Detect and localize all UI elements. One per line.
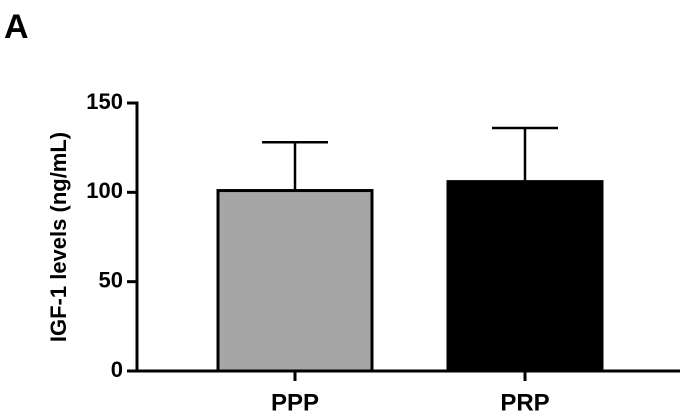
bar bbox=[446, 180, 604, 373]
x-tick-label: PRP bbox=[500, 389, 549, 416]
y-tick-label: 0 bbox=[111, 357, 123, 382]
bar bbox=[216, 189, 374, 373]
x-tick-label: PPP bbox=[271, 389, 319, 416]
y-axis-label: IGF-1 levels (ng/mL) bbox=[46, 132, 71, 342]
y-tick-label: 100 bbox=[86, 178, 123, 203]
y-tick-label: 150 bbox=[86, 89, 123, 114]
panel-label: A bbox=[4, 8, 29, 46]
y-tick-label: 50 bbox=[99, 267, 123, 292]
